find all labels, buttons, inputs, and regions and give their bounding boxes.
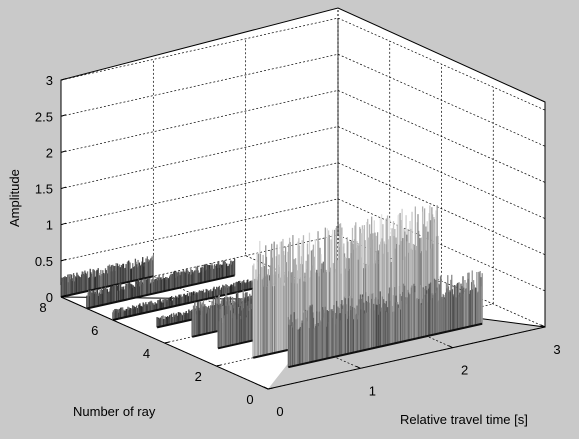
y-tick-label: 2 [195, 369, 202, 384]
y-tick-label: 8 [39, 300, 46, 315]
z-axis-label: Amplitude [7, 169, 22, 227]
y-grid-line [216, 87, 494, 367]
trace-baseline [288, 322, 483, 369]
z-tick-mark [60, 114, 67, 117]
y-grid-line [164, 64, 442, 344]
z-tick-mark [60, 258, 67, 262]
z-tick-label: 0 [46, 290, 53, 305]
x-tick-label: 0 [276, 404, 283, 419]
y-tick-mark [216, 364, 222, 367]
z-tick-label: 1 [46, 218, 53, 233]
x-tick-label: 3 [553, 342, 560, 357]
y-grid-line [112, 41, 391, 321]
x-tick-label: 1 [369, 383, 376, 398]
x-tick-mark [356, 365, 361, 369]
surface-traces [60, 205, 483, 369]
z-tick-label: 1.5 [35, 182, 53, 197]
y-tick-mark [164, 341, 170, 344]
y-tick-mark [267, 387, 274, 390]
y-tick-label: 0 [246, 392, 253, 407]
x-tick-label: 2 [461, 363, 468, 378]
y-tick-label: 4 [143, 346, 150, 361]
y-tick-label: 6 [91, 323, 98, 338]
x-tick-mark [540, 324, 546, 328]
y-tick-mark [112, 318, 118, 321]
y-tick-mark [60, 295, 67, 298]
z-tick-label: 2.5 [35, 109, 53, 124]
x-tick-mark [448, 345, 453, 349]
z-tick-mark [60, 78, 67, 81]
z-tick-label: 3 [46, 73, 53, 88]
z-tick-mark [60, 150, 67, 153]
z-tick-label: 0.5 [35, 254, 53, 269]
z-tick-mark [60, 186, 67, 190]
x-axis-label: Relative travel time [s] [400, 412, 528, 427]
z-tick-mark [60, 222, 67, 226]
ray-trace [86, 258, 236, 310]
trace-baseline [86, 274, 235, 310]
z-tick-label: 2 [46, 145, 53, 160]
y-axis-label: Number of ray [73, 404, 156, 419]
ray-trace [287, 270, 483, 369]
x-tick-mark [263, 386, 269, 390]
